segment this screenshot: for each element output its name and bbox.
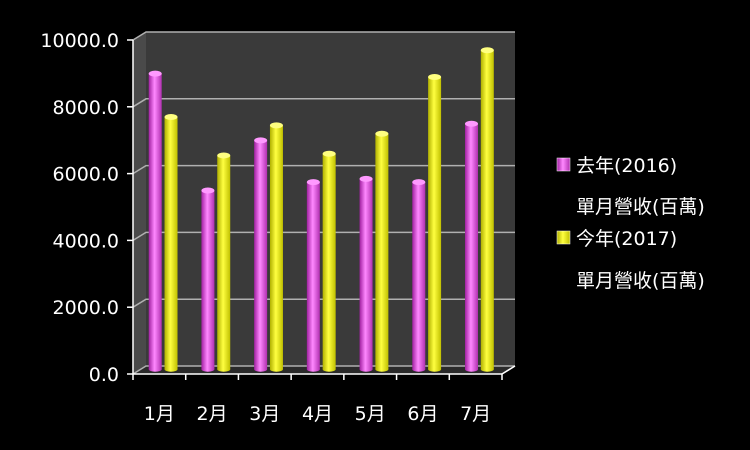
bar (306, 179, 320, 372)
bar-cap (480, 47, 494, 54)
bar-cap (306, 179, 320, 186)
bar (217, 152, 231, 372)
bar-cap (375, 130, 389, 137)
bar (428, 73, 442, 372)
y-tick-label: 0.0 (89, 364, 119, 386)
bar-cap (164, 114, 178, 121)
bar-base (375, 366, 389, 372)
bar-body (201, 190, 215, 370)
bar-cap (148, 70, 162, 77)
bar-base (148, 366, 162, 372)
x-tick-label: 4月 (302, 403, 333, 425)
bar-body (269, 125, 283, 370)
bar-base (306, 366, 320, 372)
x-tick-label: 6月 (407, 403, 438, 425)
bars (148, 47, 494, 372)
legend-swatch (556, 157, 571, 172)
axes (127, 39, 516, 380)
legend-swatch (556, 230, 571, 245)
bar-body (412, 182, 426, 370)
bar-body (148, 73, 162, 370)
bar-body (306, 182, 320, 370)
bar-body (217, 155, 231, 370)
bar-cap (201, 187, 215, 194)
bar (201, 187, 215, 372)
bar-base (359, 366, 373, 372)
y-tick-label: 4000.0 (53, 230, 119, 252)
gridline (132, 231, 515, 242)
legend-item: 去年(2016) 單月營收(百萬) (556, 155, 705, 218)
gridline (132, 31, 515, 41)
legend-label: 去年(2016) (576, 155, 677, 177)
bar-body (428, 76, 442, 370)
bar-body (254, 140, 268, 370)
x-tick-label: 5月 (355, 403, 386, 425)
y-tick-label: 8000.0 (53, 97, 119, 119)
bar (480, 47, 494, 372)
bar-cap (322, 150, 336, 157)
bar-body (464, 123, 478, 370)
bar (375, 130, 389, 372)
bar-cap (359, 175, 373, 182)
bar-cap (412, 179, 426, 186)
bar-cap (254, 137, 268, 144)
x-tick-label: 2月 (197, 403, 228, 425)
bar (322, 150, 336, 372)
y-tick-label: 6000.0 (53, 164, 119, 186)
bar-cap (217, 152, 231, 159)
x-axis-depth-line (501, 365, 516, 375)
bar (269, 122, 283, 372)
legend-label: 單月營收(百萬) (576, 270, 705, 292)
legend: 去年(2016) 單月營收(百萬) 今年(2017) 單月營收(百萬) (556, 155, 705, 292)
bar (359, 175, 373, 372)
legend-label: 今年(2017) (576, 228, 677, 250)
bar-cap (464, 120, 478, 127)
x-tick-label: 1月 (144, 403, 175, 425)
bar-base (428, 366, 442, 372)
bar-body (375, 133, 389, 370)
gridline (132, 365, 515, 375)
bar-base (269, 366, 283, 372)
bar-body (164, 117, 178, 370)
bar (464, 120, 478, 372)
legend-item: 今年(2017) 單月營收(百萬) (556, 228, 705, 292)
bar (412, 179, 426, 372)
bar-cap (428, 73, 442, 80)
x-tick-label: 7月 (460, 403, 491, 425)
bar-base (217, 366, 231, 372)
bar-base (464, 366, 478, 372)
bar-body (322, 153, 336, 370)
x-axis-labels: 1月 2月 3月 4月 5月 6月 7月 (144, 403, 491, 425)
bar-base (201, 366, 215, 372)
x-tick-label: 3月 (249, 403, 280, 425)
gridline (132, 298, 515, 308)
gridline (132, 98, 515, 108)
bar (254, 137, 268, 372)
bar (164, 114, 178, 372)
bar-base (164, 366, 178, 372)
legend-label: 單月營收(百萬) (576, 196, 705, 218)
bar-base (412, 366, 426, 372)
bar-base (480, 366, 494, 372)
gridline (132, 164, 515, 175)
bar-body (359, 178, 373, 370)
gridlines (132, 31, 515, 375)
bar-body (480, 50, 494, 370)
y-axis-ticks: 0.0 2000.0 4000.0 6000.0 8000.0 10000.0 (40, 30, 119, 386)
y-tick-label: 10000.0 (40, 30, 119, 52)
y-tick-label: 2000.0 (53, 297, 119, 319)
bar (148, 70, 162, 372)
bar-base (254, 366, 268, 372)
side-wall (133, 32, 146, 374)
bar-base (322, 366, 336, 372)
bar-cap (269, 122, 283, 129)
